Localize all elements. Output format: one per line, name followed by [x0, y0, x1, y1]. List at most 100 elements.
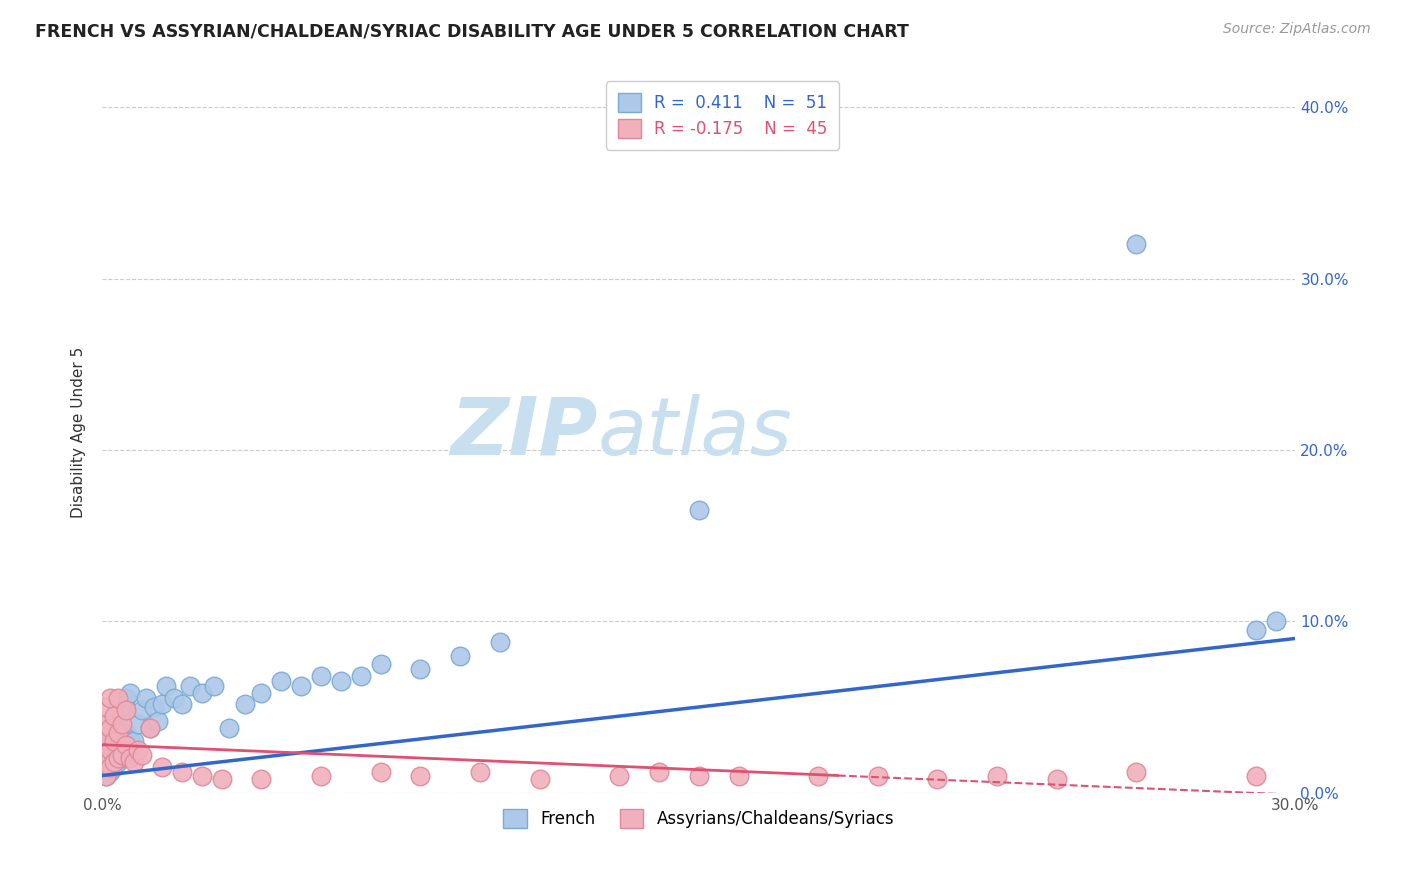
Point: [122, 734, 145, 748]
Point: [96, 734, 118, 748]
Point: [250, 686, 273, 700]
Point: [170, 697, 193, 711]
Point: [107, 743, 129, 757]
Point: [688, 768, 710, 782]
Point: [688, 503, 710, 517]
Point: [98, 743, 121, 757]
Point: [96, 751, 118, 765]
Point: [111, 751, 134, 765]
Legend: French, Assyrians/Chaldeans/Syriacs: French, Assyrians/Chaldeans/Syriacs: [496, 802, 901, 835]
Point: [115, 725, 138, 739]
Point: [370, 765, 392, 780]
Point: [103, 747, 125, 762]
Point: [115, 738, 138, 752]
Text: FRENCH VS ASSYRIAN/CHALDEAN/SYRIAC DISABILITY AGE UNDER 5 CORRELATION CHART: FRENCH VS ASSYRIAN/CHALDEAN/SYRIAC DISAB…: [35, 22, 910, 40]
Point: [179, 680, 201, 694]
Point: [131, 703, 153, 717]
Point: [218, 721, 240, 735]
Point: [127, 717, 149, 731]
Point: [1125, 765, 1147, 780]
Point: [529, 772, 551, 786]
Point: [250, 772, 273, 786]
Point: [190, 768, 212, 782]
Point: [142, 700, 165, 714]
Point: [449, 648, 471, 663]
Point: [150, 760, 173, 774]
Point: [118, 751, 141, 765]
Point: [96, 755, 118, 769]
Point: [98, 691, 121, 706]
Point: [131, 747, 153, 762]
Text: ZIP: ZIP: [450, 393, 598, 472]
Point: [1046, 772, 1069, 786]
Point: [98, 721, 121, 735]
Point: [146, 714, 169, 728]
Point: [107, 725, 129, 739]
Point: [1264, 615, 1286, 629]
Point: [103, 734, 125, 748]
Y-axis label: Disability Age Under 5: Disability Age Under 5: [72, 347, 86, 518]
Point: [96, 768, 118, 782]
Point: [103, 734, 125, 748]
Point: [727, 768, 749, 782]
Point: [107, 751, 129, 765]
Point: [103, 760, 125, 774]
Point: [107, 755, 129, 769]
Point: [370, 657, 392, 672]
Point: [986, 768, 1008, 782]
Point: [111, 717, 134, 731]
Point: [927, 772, 949, 786]
Point: [350, 669, 373, 683]
Point: [103, 755, 125, 769]
Point: [163, 691, 186, 706]
Point: [139, 721, 162, 735]
Point: [170, 765, 193, 780]
Point: [98, 765, 121, 780]
Text: atlas: atlas: [598, 393, 792, 472]
Point: [290, 680, 312, 694]
Point: [866, 768, 889, 782]
Point: [98, 760, 121, 774]
Point: [235, 697, 257, 711]
Point: [98, 725, 121, 739]
Point: [98, 751, 121, 765]
Point: [98, 738, 121, 752]
Point: [122, 755, 145, 769]
Point: [96, 768, 118, 782]
Point: [135, 691, 157, 706]
Point: [111, 703, 134, 717]
Text: Source: ZipAtlas.com: Source: ZipAtlas.com: [1223, 22, 1371, 37]
Point: [107, 717, 129, 731]
Point: [409, 662, 432, 676]
Point: [409, 768, 432, 782]
Point: [107, 691, 129, 706]
Point: [270, 674, 292, 689]
Point: [115, 743, 138, 757]
Point: [1125, 237, 1147, 252]
Point: [103, 721, 125, 735]
Point: [329, 674, 352, 689]
Point: [118, 734, 141, 748]
Point: [103, 708, 125, 723]
Point: [111, 747, 134, 762]
Point: [648, 765, 671, 780]
Point: [96, 743, 118, 757]
Point: [309, 669, 332, 683]
Point: [607, 768, 630, 782]
Point: [139, 721, 162, 735]
Point: [118, 686, 141, 700]
Point: [96, 700, 118, 714]
Point: [96, 717, 118, 731]
Point: [807, 768, 830, 782]
Point: [211, 772, 233, 786]
Point: [190, 686, 212, 700]
Point: [115, 703, 138, 717]
Point: [1244, 768, 1267, 782]
Point: [202, 680, 225, 694]
Point: [489, 635, 512, 649]
Point: [115, 691, 138, 706]
Point: [309, 768, 332, 782]
Point: [1244, 623, 1267, 637]
Point: [468, 765, 491, 780]
Point: [150, 697, 173, 711]
